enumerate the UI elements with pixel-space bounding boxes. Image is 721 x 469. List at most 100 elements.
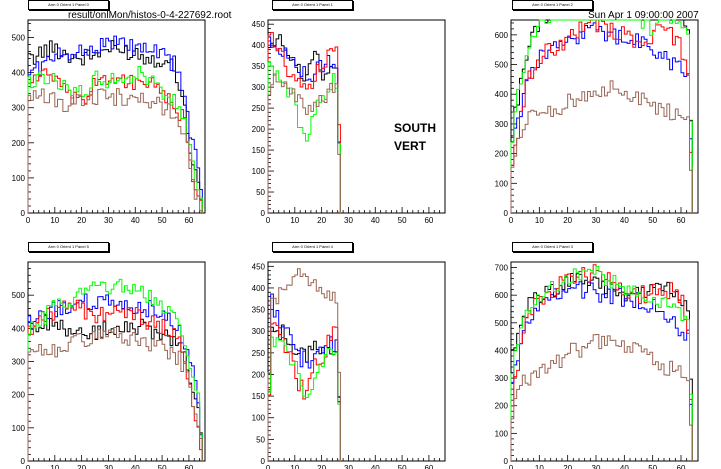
histogram-panel-1: 0 10 20 30 40 50 60 0 50 100 150 200 250 300 350 400 450 — [252, 19, 446, 225]
x-tick-label: 50 — [158, 464, 167, 469]
y-tick-label: 50 — [256, 188, 265, 197]
histogram-series-4 — [27, 327, 203, 461]
histogram-series-1 — [267, 293, 341, 461]
y-tick-label: 200 — [252, 125, 266, 134]
y-tick-label: 100 — [252, 167, 266, 176]
x-tick-label: 0 — [26, 216, 31, 225]
x-tick-label: 40 — [620, 216, 629, 225]
x-tick-label: 0 — [26, 464, 31, 469]
x-tick-label: 40 — [371, 216, 380, 225]
x-tick-label: 30 — [104, 216, 113, 225]
x-tick-label: 50 — [158, 216, 167, 225]
x-tick-label: 60 — [424, 464, 433, 469]
y-tick-label: 0 — [261, 457, 266, 466]
histogram-series-4 — [510, 80, 693, 213]
y-tick-label: 100 — [12, 424, 26, 433]
y-tick-label: 100 — [12, 174, 26, 183]
x-tick-label: 40 — [131, 464, 140, 469]
x-tick-label: 60 — [184, 464, 193, 469]
x-tick-label: 10 — [50, 216, 59, 225]
histogram-series-3 — [27, 278, 203, 461]
histogram-series-4 — [510, 334, 693, 461]
histogram-series-2 — [510, 264, 693, 461]
histogram-series-0 — [27, 313, 203, 461]
y-tick-label: 100 — [495, 179, 509, 188]
panel-title-5: Arm 0 Orient 1 Panel 3 — [512, 242, 593, 252]
y-tick-label: 200 — [252, 370, 266, 379]
x-tick-label: 10 — [535, 216, 544, 225]
histogram-series-2 — [267, 32, 341, 213]
y-tick-label: 100 — [252, 414, 266, 423]
panel-title-1: Arm 0 Orient 1 Panel 1 — [272, 0, 353, 10]
y-tick-label: 600 — [495, 291, 509, 300]
y-tick-label: 0 — [21, 457, 26, 466]
date-label: Sun Apr 1 09:00:00 2007 — [588, 10, 699, 21]
y-tick-label: 100 — [495, 429, 509, 438]
y-tick-label: 400 — [12, 324, 26, 333]
histogram-series-2 — [267, 322, 341, 461]
x-tick-label: 20 — [563, 464, 572, 469]
y-tick-label: 400 — [252, 41, 266, 50]
x-tick-label: 60 — [184, 216, 193, 225]
y-tick-label: 300 — [252, 83, 266, 92]
x-tick-label: 20 — [317, 216, 326, 225]
histogram-series-1 — [510, 22, 693, 213]
x-tick-label: 50 — [648, 216, 657, 225]
y-tick-label: 300 — [12, 104, 26, 113]
y-tick-label: 450 — [252, 262, 266, 271]
y-tick-label: 150 — [252, 392, 266, 401]
histogram-series-4 — [267, 268, 341, 461]
histogram-series-0 — [267, 34, 341, 213]
histogram-series-3 — [27, 65, 203, 213]
y-tick-label: 250 — [252, 349, 266, 358]
histogram-series-1 — [510, 281, 693, 461]
x-tick-label: 0 — [266, 464, 271, 469]
south-label: SOUTH — [394, 121, 436, 135]
histogram-series-1 — [27, 35, 203, 213]
y-tick-label: 400 — [495, 90, 509, 99]
y-tick-label: 250 — [252, 104, 266, 113]
y-tick-label: 50 — [256, 435, 265, 444]
y-tick-label: 300 — [252, 327, 266, 336]
vert-label: VERT — [394, 139, 427, 153]
histogram-series-3 — [510, 19, 693, 213]
x-tick-label: 40 — [620, 464, 629, 469]
y-tick-label: 150 — [252, 146, 266, 155]
y-tick-label: 300 — [495, 374, 509, 383]
x-tick-label: 0 — [266, 216, 271, 225]
x-tick-label: 20 — [317, 464, 326, 469]
y-tick-label: 400 — [12, 69, 26, 78]
x-tick-label: 50 — [398, 464, 407, 469]
x-tick-label: 50 — [398, 216, 407, 225]
histogram-series-3 — [267, 61, 341, 213]
histogram-series-3 — [510, 265, 693, 461]
x-tick-label: 30 — [592, 464, 601, 469]
x-tick-label: 60 — [677, 464, 686, 469]
y-tick-label: 500 — [495, 61, 509, 70]
x-tick-label: 10 — [290, 464, 299, 469]
histogram-series-2 — [27, 68, 203, 213]
x-tick-label: 40 — [371, 464, 380, 469]
y-tick-label: 300 — [495, 120, 509, 129]
y-tick-label: 0 — [504, 457, 509, 466]
x-tick-label: 20 — [563, 216, 572, 225]
histogram-panel-4: 0 10 20 30 40 50 60 0 50 100 150 200 250 300 350 400 450 — [252, 261, 446, 469]
x-tick-label: 0 — [509, 464, 514, 469]
histogram-series-0 — [27, 40, 203, 213]
x-tick-label: 50 — [648, 464, 657, 469]
panel-title-3: Arm 0 Orient 1 Panel 5 — [28, 242, 109, 252]
y-tick-label: 200 — [495, 150, 509, 159]
panel-title-4: Arm 0 Orient 1 Panel 4 — [272, 242, 353, 252]
x-tick-label: 20 — [77, 216, 86, 225]
histogram-panel-0: 0 10 20 30 40 50 60 0 100 200 300 400 500 — [12, 19, 206, 225]
x-tick-label: 30 — [344, 464, 353, 469]
histogram-series-4 — [267, 73, 341, 213]
x-tick-label: 30 — [104, 464, 113, 469]
y-tick-label: 200 — [495, 402, 509, 411]
y-tick-label: 350 — [252, 62, 266, 71]
x-tick-label: 10 — [50, 464, 59, 469]
y-tick-label: 400 — [252, 284, 266, 293]
